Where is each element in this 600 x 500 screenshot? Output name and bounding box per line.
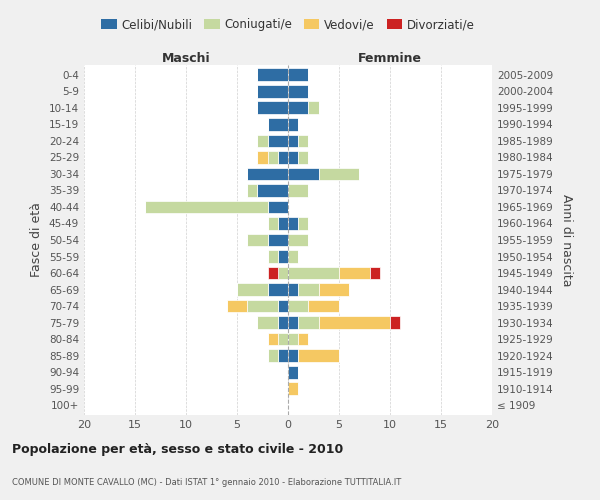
Bar bbox=[298, 332, 308, 345]
Bar bbox=[298, 316, 319, 329]
Bar bbox=[319, 316, 390, 329]
Y-axis label: Fasce di età: Fasce di età bbox=[31, 202, 43, 278]
Bar bbox=[319, 283, 349, 296]
Bar bbox=[288, 118, 298, 131]
Text: Femmine: Femmine bbox=[358, 52, 422, 65]
Bar bbox=[227, 300, 247, 312]
Bar bbox=[278, 332, 288, 345]
Legend: Celibi/Nubili, Coniugati/e, Vedovi/e, Divorziati/e: Celibi/Nubili, Coniugati/e, Vedovi/e, Di… bbox=[97, 14, 479, 36]
Bar bbox=[268, 332, 278, 345]
Bar bbox=[268, 250, 278, 263]
Bar bbox=[370, 266, 380, 280]
Bar bbox=[257, 68, 288, 82]
Bar bbox=[268, 134, 288, 147]
Bar bbox=[308, 102, 319, 114]
Text: COMUNE DI MONTE CAVALLO (MC) - Dati ISTAT 1° gennaio 2010 - Elaborazione TUTTITA: COMUNE DI MONTE CAVALLO (MC) - Dati ISTA… bbox=[12, 478, 401, 487]
Bar bbox=[247, 168, 288, 180]
Bar bbox=[298, 283, 319, 296]
Bar bbox=[268, 266, 278, 280]
Bar bbox=[247, 234, 268, 246]
Bar bbox=[257, 102, 288, 114]
Bar bbox=[288, 234, 308, 246]
Bar bbox=[288, 134, 298, 147]
Bar bbox=[308, 300, 339, 312]
Bar bbox=[278, 250, 288, 263]
Bar bbox=[278, 300, 288, 312]
Bar bbox=[257, 134, 268, 147]
Bar bbox=[339, 266, 370, 280]
Bar bbox=[268, 234, 288, 246]
Bar bbox=[298, 217, 308, 230]
Bar bbox=[257, 151, 268, 164]
Bar bbox=[268, 283, 288, 296]
Bar bbox=[288, 316, 298, 329]
Bar bbox=[257, 316, 278, 329]
Bar bbox=[247, 184, 257, 197]
Bar bbox=[288, 283, 298, 296]
Bar bbox=[268, 151, 278, 164]
Bar bbox=[288, 250, 298, 263]
Bar bbox=[268, 217, 278, 230]
Bar bbox=[268, 118, 288, 131]
Bar bbox=[390, 316, 400, 329]
Bar bbox=[288, 151, 298, 164]
Bar bbox=[278, 217, 288, 230]
Bar bbox=[257, 85, 288, 98]
Bar bbox=[257, 184, 288, 197]
Bar bbox=[288, 382, 298, 395]
Bar bbox=[288, 366, 298, 378]
Bar bbox=[288, 266, 339, 280]
Text: Popolazione per età, sesso e stato civile - 2010: Popolazione per età, sesso e stato civil… bbox=[12, 442, 343, 456]
Bar bbox=[247, 300, 278, 312]
Bar bbox=[288, 102, 308, 114]
Bar bbox=[268, 200, 288, 213]
Bar bbox=[288, 349, 298, 362]
Bar bbox=[298, 349, 339, 362]
Bar bbox=[278, 151, 288, 164]
Bar bbox=[288, 332, 298, 345]
Bar bbox=[237, 283, 268, 296]
Y-axis label: Anni di nascita: Anni di nascita bbox=[560, 194, 573, 286]
Bar bbox=[298, 151, 308, 164]
Bar bbox=[288, 217, 298, 230]
Bar bbox=[278, 266, 288, 280]
Bar bbox=[319, 168, 359, 180]
Bar bbox=[298, 134, 308, 147]
Bar bbox=[288, 168, 319, 180]
Bar bbox=[145, 200, 268, 213]
Bar bbox=[278, 349, 288, 362]
Bar bbox=[278, 316, 288, 329]
Bar bbox=[268, 349, 278, 362]
Bar bbox=[288, 68, 308, 82]
Bar bbox=[288, 85, 308, 98]
Text: Maschi: Maschi bbox=[161, 52, 211, 65]
Bar bbox=[288, 300, 308, 312]
Bar bbox=[288, 184, 308, 197]
